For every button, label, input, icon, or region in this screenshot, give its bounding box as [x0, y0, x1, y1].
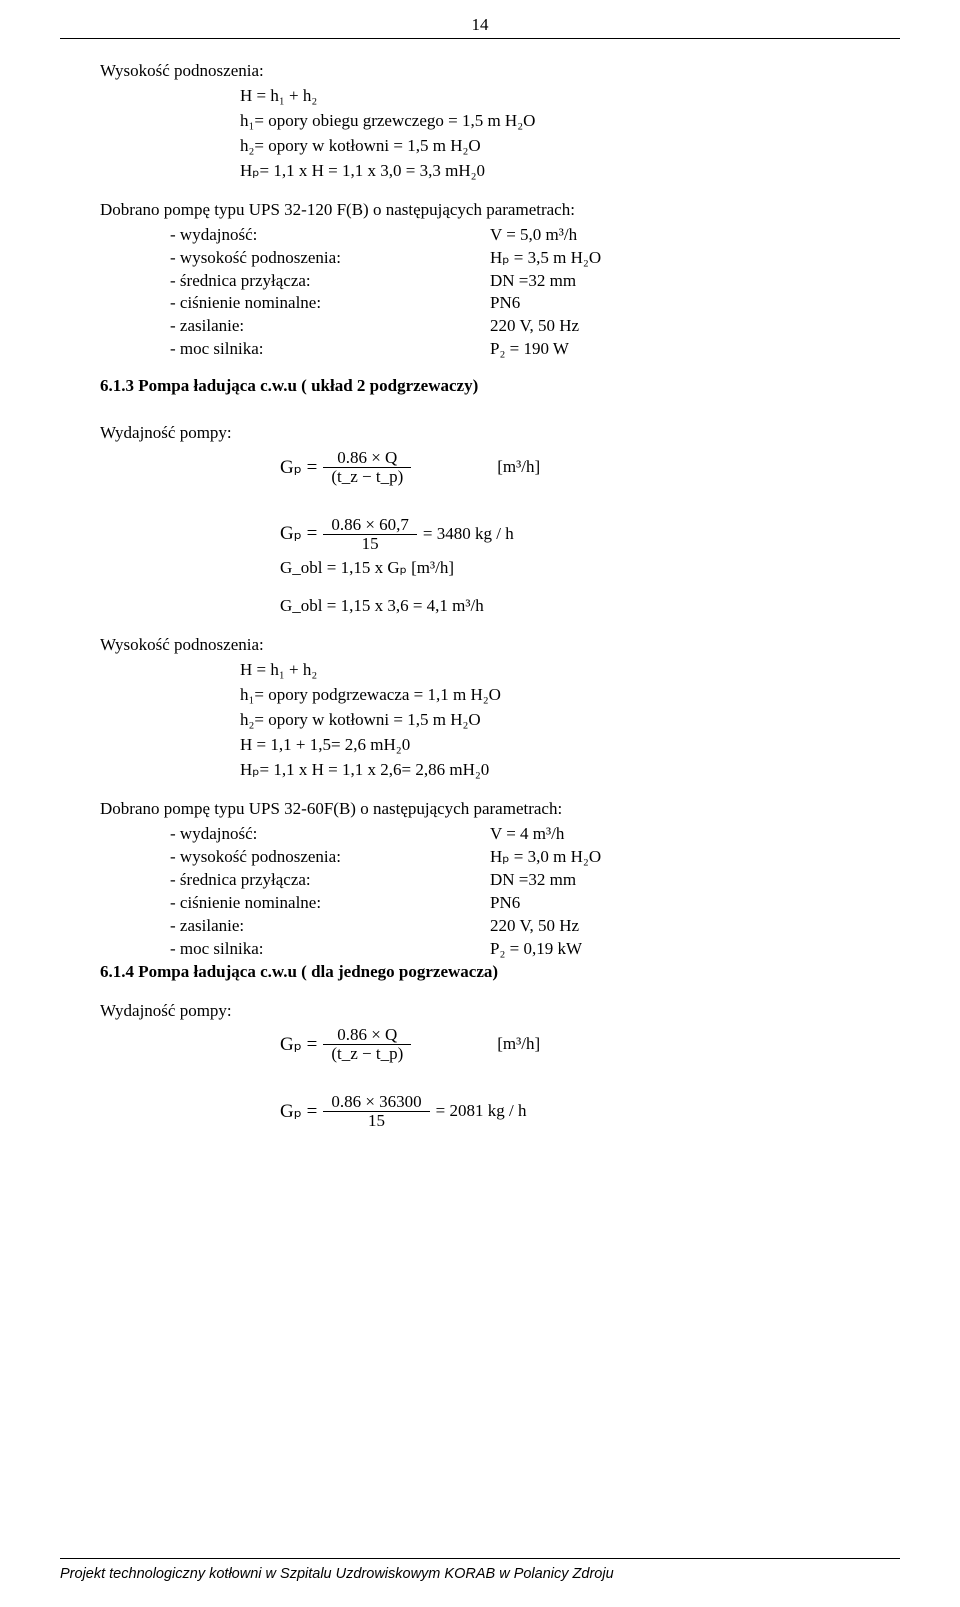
spec-label: - moc silnika:	[170, 338, 490, 361]
spec-value: Hₚ = 3,0 m H₂O	[490, 846, 601, 869]
spec-label: - wydajność:	[170, 823, 490, 846]
pump-b-intro: Dobrano pompę typu UPS 32-60F(B) o nastę…	[100, 798, 860, 821]
spec-row: - zasilanie:220 V, 50 Hz	[100, 915, 860, 938]
spec-value: P₂ = 0,19 kW	[490, 938, 582, 961]
fraction: 0.86 × 36300 15	[323, 1093, 429, 1130]
spec-row: - wydajność:V = 4 m³/h	[100, 823, 860, 846]
text-line: h₂= opory w kotłowni = 1,5 m H₂O	[100, 135, 860, 158]
spec-row: - ciśnienie nominalne:PN6	[100, 292, 860, 315]
spec-row: - wydajność:V = 5,0 m³/h	[100, 224, 860, 247]
spec-row: - średnica przyłącza:DN =32 mm	[100, 270, 860, 293]
spec-label: - ciśnienie nominalne:	[170, 892, 490, 915]
denominator: 15	[323, 1112, 429, 1130]
text-line: H = h₁ + h₂	[100, 85, 860, 108]
text-line: h₁= opory obiegu grzewczego = 1,5 m H₂O	[100, 110, 860, 133]
text-line: h₁= opory podgrzewacza = 1,1 m H₂O	[100, 684, 860, 707]
fraction: 0.86 × 60,7 15	[323, 516, 417, 553]
eq-rhs: = 3480 kg / h	[423, 523, 514, 546]
spec-value: DN =32 mm	[490, 270, 576, 293]
flow-title-2: Wydajność pompy:	[100, 1000, 860, 1023]
gobl-formula: G_obl = 1,15 x Gₚ [m³/h]	[100, 557, 860, 580]
spec-value: V = 5,0 m³/h	[490, 224, 577, 247]
spec-row: - moc silnika:P₂ = 190 W	[100, 338, 860, 361]
text-line: Hₚ= 1,1 x H = 1,1 x 2,6= 2,86 mH₂0	[100, 759, 860, 782]
spec-row: - ciśnienie nominalne:PN6	[100, 892, 860, 915]
text-line: Hₚ= 1,1 x H = 1,1 x 3,0 = 3,3 mH₂0	[100, 160, 860, 183]
eq-rhs: = 2081 kg / h	[436, 1100, 527, 1123]
numerator: 0.86 × Q	[323, 1026, 411, 1045]
spec-row: - wysokość podnoszenia:Hₚ = 3,0 m H₂O	[100, 846, 860, 869]
denominator: (t_z − t_p)	[323, 1045, 411, 1063]
spec-value: PN6	[490, 292, 520, 315]
equation-gp-generic: Gₚ = 0.86 × Q (t_z − t_p) [m³/h]	[100, 449, 860, 486]
eq-lhs: Gₚ =	[280, 1099, 317, 1125]
spec-label: - średnica przyłącza:	[170, 270, 490, 293]
equation-gp1: Gₚ = 0.86 × 60,7 15 = 3480 kg / h	[100, 516, 860, 553]
bottom-rule	[60, 1558, 900, 1559]
eq-units: [m³/h]	[497, 1033, 540, 1056]
gobl-value: G_obl = 1,15 x 3,6 = 4,1 m³/h	[100, 595, 860, 618]
text-line: h₂= opory w kotłowni = 1,5 m H₂O	[100, 709, 860, 732]
content: Wysokość podnoszenia: H = h₁ + h₂ h₁= op…	[100, 60, 860, 1130]
flow-title: Wydajność pompy:	[100, 422, 860, 445]
height-heading-b: Wysokość podnoszenia:	[100, 634, 860, 657]
spec-row: - wysokość podnoszenia:Hₚ = 3,5 m H₂O	[100, 247, 860, 270]
heading-614: 6.1.4 Pompa ładująca c.w.u ( dla jednego…	[100, 961, 860, 984]
denominator: (t_z − t_p)	[323, 468, 411, 486]
spec-value: 220 V, 50 Hz	[490, 915, 579, 938]
spec-value: Hₚ = 3,5 m H₂O	[490, 247, 601, 270]
text-line: H = 1,1 + 1,5= 2,6 mH₂0	[100, 734, 860, 757]
equation-gp-generic-2: Gₚ = 0.86 × Q (t_z − t_p) [m³/h]	[100, 1026, 860, 1063]
spec-label: - zasilanie:	[170, 915, 490, 938]
spec-value: V = 4 m³/h	[490, 823, 564, 846]
top-rule	[60, 38, 900, 39]
denominator: 15	[323, 535, 417, 553]
page-number: 14	[0, 14, 960, 37]
eq-lhs: Gₚ =	[280, 455, 317, 481]
spec-label: - wydajność:	[170, 224, 490, 247]
spec-row: - średnica przyłącza:DN =32 mm	[100, 869, 860, 892]
spec-value: 220 V, 50 Hz	[490, 315, 579, 338]
spec-value: DN =32 mm	[490, 869, 576, 892]
numerator: 0.86 × 60,7	[323, 516, 417, 535]
eq-lhs: Gₚ =	[280, 521, 317, 547]
fraction: 0.86 × Q (t_z − t_p)	[323, 449, 411, 486]
spec-label: - moc silnika:	[170, 938, 490, 961]
page: 14 Wysokość podnoszenia: H = h₁ + h₂ h₁=…	[0, 0, 960, 1607]
spec-row: - zasilanie:220 V, 50 Hz	[100, 315, 860, 338]
pump-a-intro: Dobrano pompę typu UPS 32-120 F(B) o nas…	[100, 199, 860, 222]
spec-row: - moc silnika:P₂ = 0,19 kW	[100, 938, 860, 961]
fraction: 0.86 × Q (t_z − t_p)	[323, 1026, 411, 1063]
heading-613: 6.1.3 Pompa ładująca c.w.u ( układ 2 pod…	[100, 375, 860, 398]
spec-label: - wysokość podnoszenia:	[170, 247, 490, 270]
footer-text: Projekt technologiczny kotłowni w Szpita…	[60, 1565, 900, 1585]
text-line: H = h₁ + h₂	[100, 659, 860, 682]
spec-label: - ciśnienie nominalne:	[170, 292, 490, 315]
eq-lhs: Gₚ =	[280, 1032, 317, 1058]
spec-label: - zasilanie:	[170, 315, 490, 338]
spec-label: - wysokość podnoszenia:	[170, 846, 490, 869]
equation-gp2: Gₚ = 0.86 × 36300 15 = 2081 kg / h	[100, 1093, 860, 1130]
height-heading-a: Wysokość podnoszenia:	[100, 60, 860, 83]
spec-label: - średnica przyłącza:	[170, 869, 490, 892]
numerator: 0.86 × Q	[323, 449, 411, 468]
spec-value: PN6	[490, 892, 520, 915]
spec-value: P₂ = 190 W	[490, 338, 569, 361]
numerator: 0.86 × 36300	[323, 1093, 429, 1112]
eq-units: [m³/h]	[497, 456, 540, 479]
